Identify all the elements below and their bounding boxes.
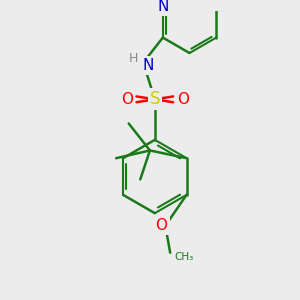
Text: N: N: [142, 58, 154, 73]
Text: O: O: [177, 92, 189, 107]
Text: S: S: [150, 90, 160, 108]
Text: H: H: [129, 52, 138, 65]
Text: H: H: [129, 52, 138, 65]
Text: N: N: [142, 58, 154, 73]
Text: N: N: [157, 0, 169, 14]
Text: O: O: [155, 218, 167, 233]
Text: O: O: [177, 92, 189, 107]
Text: N: N: [156, 0, 169, 14]
Text: O: O: [121, 92, 133, 107]
Text: O: O: [121, 92, 133, 107]
Text: O: O: [155, 218, 167, 233]
Text: S: S: [149, 90, 161, 108]
Text: CH₃: CH₃: [174, 252, 193, 262]
